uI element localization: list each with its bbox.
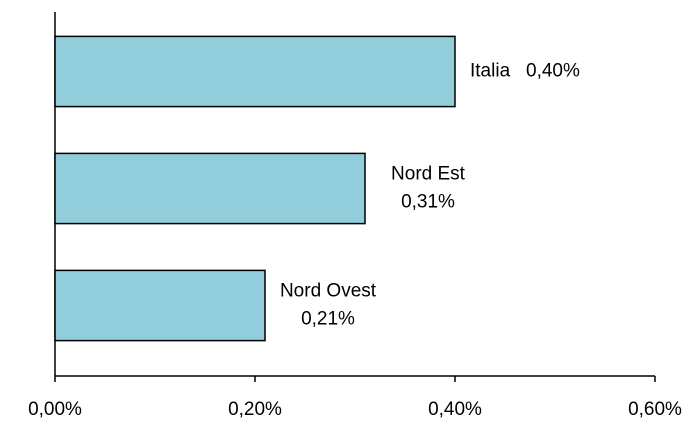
x-tick-label: 0,40% <box>428 399 482 420</box>
bar-category-label: Nord Est <box>391 164 466 185</box>
bar-category-label: Nord Ovest <box>280 281 377 302</box>
bar <box>54 35 456 108</box>
x-tick-label: 0,00% <box>28 399 82 420</box>
bar-category-label: Italia <box>470 61 511 82</box>
bar-value-label: 0,31% <box>401 192 455 213</box>
bar-value-label: 0,21% <box>301 309 355 330</box>
bar-value-label: 0,40% <box>526 61 580 82</box>
x-tick-label: 0,20% <box>228 399 282 420</box>
x-tick-label: 0,60% <box>628 399 682 420</box>
bar <box>54 152 366 225</box>
bar <box>54 269 266 342</box>
